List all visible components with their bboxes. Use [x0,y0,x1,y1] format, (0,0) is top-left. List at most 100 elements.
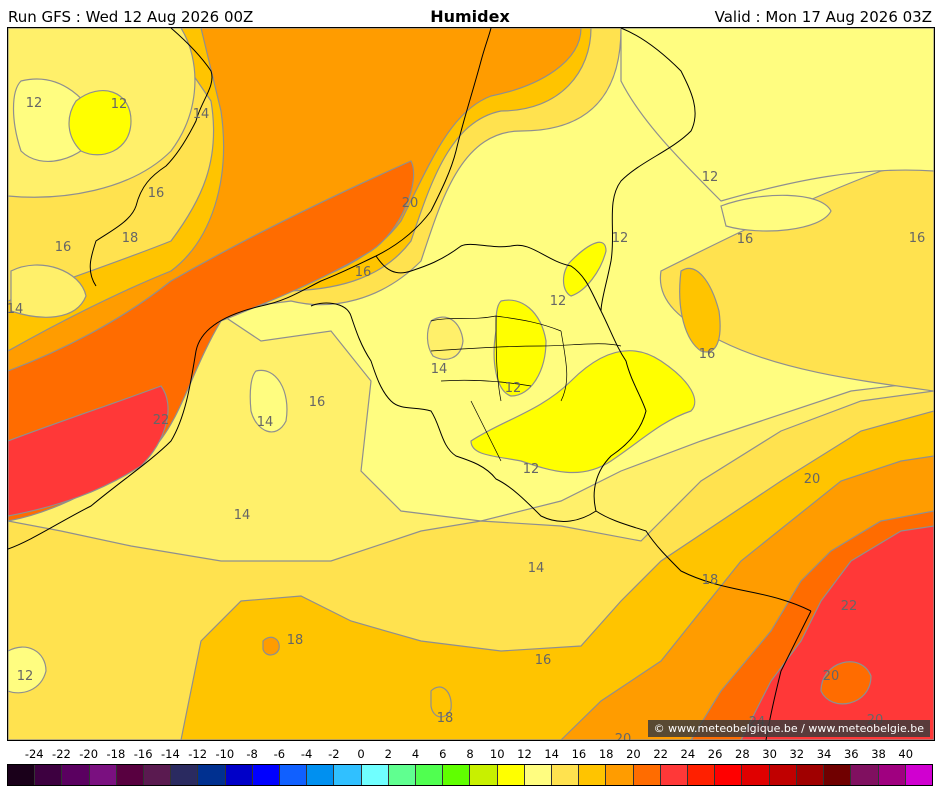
scale-tick-label: 10 [489,747,505,761]
scale-swatch [851,765,879,785]
contour-label: 12 [550,294,567,309]
netherlands-coast [430,28,492,212]
scale-swatch [443,765,471,785]
scale-swatch [416,765,444,785]
scale-swatch [796,765,825,785]
contour-label: 16 [535,653,552,668]
scale-tick-label: 30 [762,747,777,761]
field-14-center-pocket [426,316,464,360]
contour-label: 16 [309,395,326,410]
scale-tick-label: 36 [843,747,859,761]
scale-swatch [769,765,797,785]
color-scale-bar [7,764,933,786]
scale-swatch [89,765,117,785]
map-canvas: 12 12 14 16 18 16 14 20 16 22 14 16 14 14 12 12 12 12 12 16… [8,28,934,740]
scale-swatch [824,765,852,785]
scale-swatch [633,765,661,785]
scale-swatch [8,765,36,785]
contour-label: 14 [234,508,251,523]
scale-tick-label: -8 [246,747,258,761]
contour-label: 16 [55,240,72,255]
field-bright-east [470,350,696,474]
run-label: Run GFS : Wed 12 Aug 2026 00Z [8,8,254,26]
scale-swatch [35,765,63,785]
province-lines [430,315,622,462]
scale-swatch [171,765,199,785]
contour-label: 16 [355,265,372,280]
scale-tick-label: 4 [411,747,420,761]
map-title: Humidex [430,7,510,26]
scale-tick-label: 32 [789,747,805,761]
belgium-border [310,243,647,522]
field-14-left-patch [249,369,288,433]
scale-tick-label: 12 [517,747,532,761]
scale-tick-label: 8 [466,747,474,761]
scale-swatch [252,765,281,785]
scale-swatch [361,765,389,785]
contour-label: 20 [804,472,821,487]
contour-label: 16 [909,231,926,246]
contour-label: 18 [702,573,719,588]
scale-tick-label: 38 [871,747,886,761]
scale-tick-label: -6 [273,747,286,761]
scale-swatch [742,765,770,785]
scale-tick-label: 22 [653,747,668,761]
field-bright-ne [562,241,607,297]
contour-label: 14 [257,415,274,430]
contour-label: 12 [26,96,43,111]
contour-label: 14 [193,107,210,122]
scale-swatch [144,765,172,785]
field-20-east-pocket [820,661,872,705]
contour-label: 18 [437,711,454,726]
scale-tick-label: 34 [816,747,832,761]
field-12-sw [8,646,47,694]
scale-tick-label: 0 [357,747,365,761]
scale-swatch [388,765,417,785]
scale-tick-label: 16 [571,747,587,761]
contour-label: 12 [612,231,629,246]
scale-swatch [524,765,553,785]
scale-tick-label: 40 [898,747,914,761]
scale-tick-label: 28 [735,747,750,761]
rhine-border [765,610,812,740]
scale-swatch [280,765,308,785]
scale-swatch [552,765,580,785]
contour-label: 20 [615,732,632,740]
scale-tick-labels: -24 -22 -20 -18 -16 -14 -12 -10 -8 -6 -4 -2 0 2 4 6 8 10 1… [7,747,933,763]
scale-swatch [660,765,689,785]
contour-label: 18 [287,633,304,648]
scale-tick-label: -2 [328,747,340,761]
scale-tick-label: 2 [384,747,392,761]
contour-label: 14 [528,561,545,576]
contour-label: 12 [505,381,522,396]
contour-label: 16 [737,232,754,247]
germany-border [600,28,696,312]
scale-swatch [116,765,145,785]
scale-swatch [688,765,716,785]
contour-label: 20 [402,196,419,211]
scale-tick-label: -20 [79,747,99,761]
field-12-ne [620,28,934,202]
scale-swatch [579,765,607,785]
field-bright-nw [68,90,132,156]
scale-tick-label: 24 [680,747,696,761]
field-18-east-pocket [679,267,721,353]
scale-tick-label: -16 [133,747,153,761]
humidex-map: 12 12 14 16 18 16 14 20 16 22 14 16 14 14 12 12 12 12 12 16… [7,27,935,741]
contour-label: 12 [111,97,128,112]
scale-tick-label: -10 [215,747,235,761]
contour-label: 16 [148,186,165,201]
scale-tick-label: -12 [188,747,208,761]
scale-swatch [334,765,362,785]
contour-label: 12 [17,669,34,684]
contour-label: 22 [841,599,858,614]
contour-label: 18 [122,231,139,246]
scale-swatch [878,765,906,785]
field-20-sw-spot [262,636,280,656]
scale-tick-label: -4 [300,747,313,761]
contour-label: 16 [699,347,716,362]
scale-tick-label: 26 [707,747,723,761]
field-14-west-pocket [10,264,87,318]
scale-tick-label: 18 [598,747,614,761]
luxembourg-border [595,510,812,612]
